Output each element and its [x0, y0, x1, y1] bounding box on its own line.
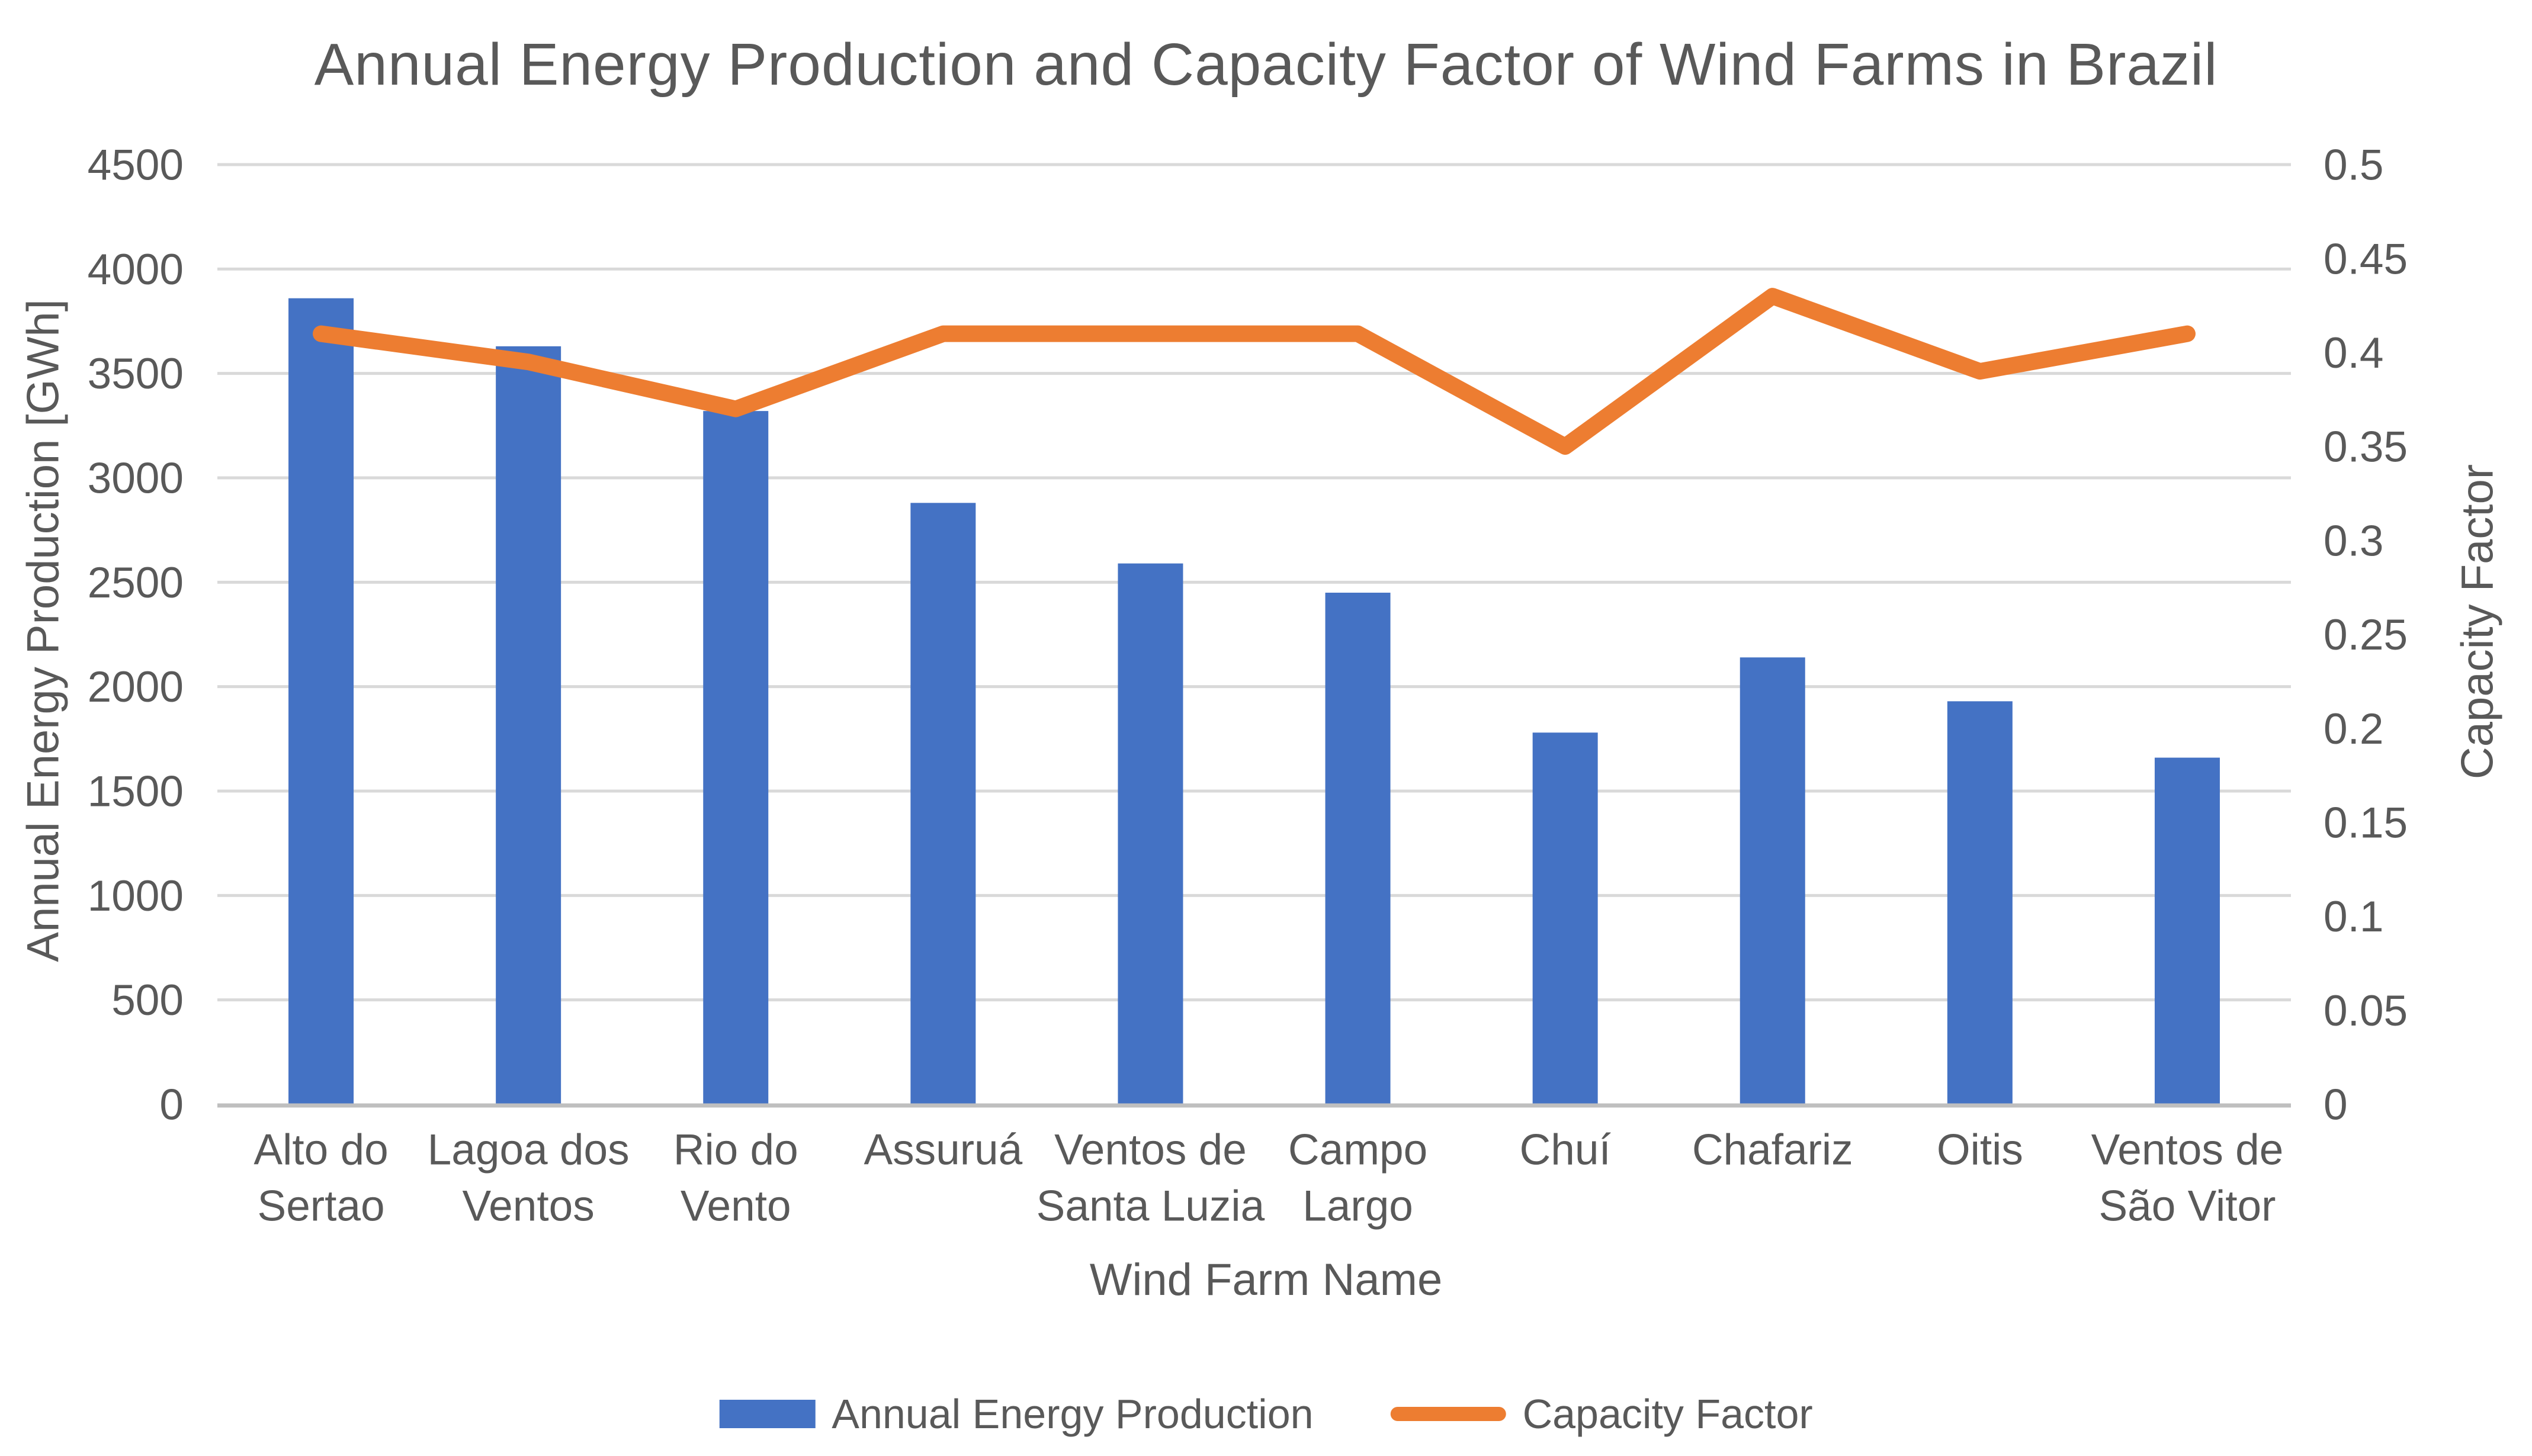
- left-axis-tick-label: 4500: [88, 142, 184, 189]
- bar: [496, 346, 561, 1104]
- x-category-label: Assuruá: [864, 1126, 1022, 1174]
- x-category-label: Ventos: [463, 1182, 595, 1230]
- x-category-label: Largo: [1302, 1182, 1413, 1230]
- left-axis-tick-label: 2000: [88, 663, 184, 711]
- x-axis-title: Wind Farm Name: [1089, 1255, 1443, 1305]
- x-category-label: São Vitor: [2098, 1182, 2276, 1230]
- left-axis-tick-label: 0: [159, 1081, 184, 1129]
- left-axis-tick-label: 3500: [88, 350, 184, 398]
- left-axis-title: Annual Energy Production [GWh]: [18, 299, 69, 962]
- right-axis-title: Capacity Factor: [2452, 464, 2503, 780]
- legend-line-label: Capacity Factor: [1522, 1391, 1813, 1437]
- legend-bar-swatch: [719, 1400, 816, 1428]
- bar: [703, 411, 769, 1104]
- bar: [1947, 701, 2013, 1104]
- x-category-label: Chuí: [1520, 1126, 1611, 1174]
- x-category-label: Santa Luzia: [1036, 1182, 1265, 1230]
- x-category-label: Alto do: [253, 1126, 388, 1174]
- x-category-label: Ventos de: [2091, 1126, 2284, 1174]
- bar: [1740, 657, 1805, 1104]
- right-axis-tick-label: 0.35: [2324, 423, 2408, 471]
- bar: [288, 298, 354, 1104]
- right-axis-tick-label: 0.15: [2324, 799, 2408, 847]
- right-axis-tick-label: 0.2: [2324, 705, 2383, 753]
- right-axis-tick-label: 0.4: [2324, 329, 2383, 377]
- bar: [1532, 732, 1598, 1104]
- left-axis-tick-label: 1000: [88, 872, 184, 920]
- bar: [910, 503, 976, 1104]
- legend-bar-label: Annual Energy Production: [832, 1391, 1314, 1437]
- right-axis-tick-label: 0.45: [2324, 235, 2408, 283]
- x-category-label: Campo: [1288, 1126, 1427, 1174]
- x-category-label: Vento: [681, 1182, 791, 1230]
- left-axis-tick-label: 500: [111, 976, 184, 1024]
- right-axis-tick-label: 0.1: [2324, 893, 2383, 941]
- bar: [2154, 757, 2220, 1104]
- right-axis-tick-label: 0.05: [2324, 987, 2408, 1035]
- x-category-label: Oitis: [1937, 1126, 2023, 1174]
- right-axis-tick-label: 0: [2324, 1081, 2348, 1129]
- chart-title: Annual Energy Production and Capacity Fa…: [314, 31, 2218, 98]
- bar: [1325, 592, 1391, 1104]
- x-category-label: Sertao: [258, 1182, 385, 1230]
- left-axis-tick-label: 3000: [88, 455, 184, 503]
- right-axis-tick-label: 0.25: [2324, 611, 2408, 659]
- capacity-factor-line: [313, 288, 2196, 455]
- x-category-label: Lagoa dos: [428, 1126, 630, 1174]
- legend-line-swatch: [1390, 1407, 1506, 1421]
- left-axis-tick-label: 1500: [88, 768, 184, 816]
- x-category-label: Chafariz: [1692, 1126, 1853, 1174]
- right-axis-tick-label: 0.3: [2324, 517, 2383, 565]
- right-axis-tick-label: 0.5: [2324, 142, 2383, 189]
- left-axis-tick-label: 4000: [88, 246, 184, 294]
- x-category-label: Rio do: [673, 1126, 798, 1174]
- x-category-label: Ventos de: [1054, 1126, 1247, 1174]
- left-axis-tick-label: 2500: [88, 559, 184, 607]
- legend: Annual Energy Production Capacity Factor: [719, 1390, 1813, 1438]
- bar: [1118, 563, 1183, 1104]
